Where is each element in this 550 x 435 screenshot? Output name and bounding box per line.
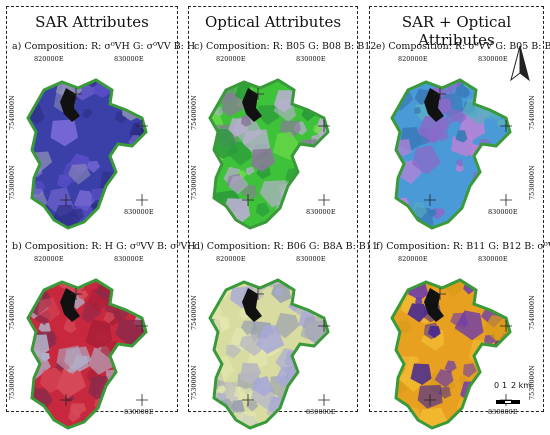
composition-map-d	[208, 278, 330, 430]
easting-tick-bottom-2: 830000E	[306, 208, 336, 216]
easting-tick-top-2: 830000E	[114, 255, 144, 263]
composition-map-c	[208, 78, 330, 230]
scale-label-2: 2 km	[511, 381, 532, 390]
northing-tick-1: 7540000N	[528, 95, 536, 130]
easting-tick-top-2: 830000E	[296, 55, 326, 63]
scale-label-1: 1	[502, 381, 508, 390]
composition-map-b	[26, 278, 148, 430]
easting-tick-top-1: 820000E	[216, 255, 246, 263]
easting-tick-top-2: 830000E	[478, 55, 508, 63]
panel-title: SAR + Optical Attributes	[401, 13, 512, 49]
easting-tick-bottom-2: 830000E	[124, 408, 154, 416]
composition-caption-f: f) Composition: R: B11 G: B12 B: σ⁰VH	[376, 241, 550, 252]
composition-caption-b: b) Composition: R: H G: σ⁰VV B: σ⁰VH	[12, 241, 196, 252]
composition-map-a	[26, 78, 148, 230]
scale-bar	[490, 392, 530, 406]
easting-tick-bottom-2: 830000E	[488, 208, 518, 216]
composition-caption-c: c) Composition: R: B05 G: B08 B: B12	[194, 41, 377, 52]
composition-caption-a: a) Composition: R: σ⁰VH G: σ⁰VV B: H	[12, 41, 196, 52]
easting-tick-top-1: 820000E	[34, 55, 64, 63]
easting-tick-bottom-2: 830000E	[306, 408, 336, 416]
composition-caption-e: e) Composition: R: σ⁰VV G: B05 B: B06	[376, 41, 550, 52]
northing-tick-2: 7530000N	[528, 165, 536, 200]
northing-tick-1: 7540000N	[528, 295, 536, 330]
composition-map-f	[390, 278, 512, 430]
easting-tick-bottom-2: 830000E	[124, 208, 154, 216]
north-arrow-icon	[510, 45, 530, 82]
easting-tick-top-1: 820000E	[216, 55, 246, 63]
easting-tick-top-2: 830000E	[478, 255, 508, 263]
panel-title: Optical Attributes	[204, 13, 342, 31]
composition-map-e	[390, 78, 512, 230]
easting-tick-top-1: 820000E	[398, 55, 428, 63]
sar-optical-panel: SAR + Optical Attributes	[369, 6, 544, 412]
easting-tick-top-1: 820000E	[398, 255, 428, 263]
easting-tick-bottom-2: 830000E	[488, 408, 518, 416]
easting-tick-top-1: 820000E	[34, 255, 64, 263]
panel-title: SAR Attributes	[35, 13, 149, 31]
scale-label-0: 0	[494, 381, 500, 390]
easting-tick-top-2: 830000E	[114, 55, 144, 63]
composition-caption-d: d) Composition: R: B06 G: B8A B: B11	[194, 241, 378, 252]
easting-tick-top-2: 830000E	[296, 255, 326, 263]
